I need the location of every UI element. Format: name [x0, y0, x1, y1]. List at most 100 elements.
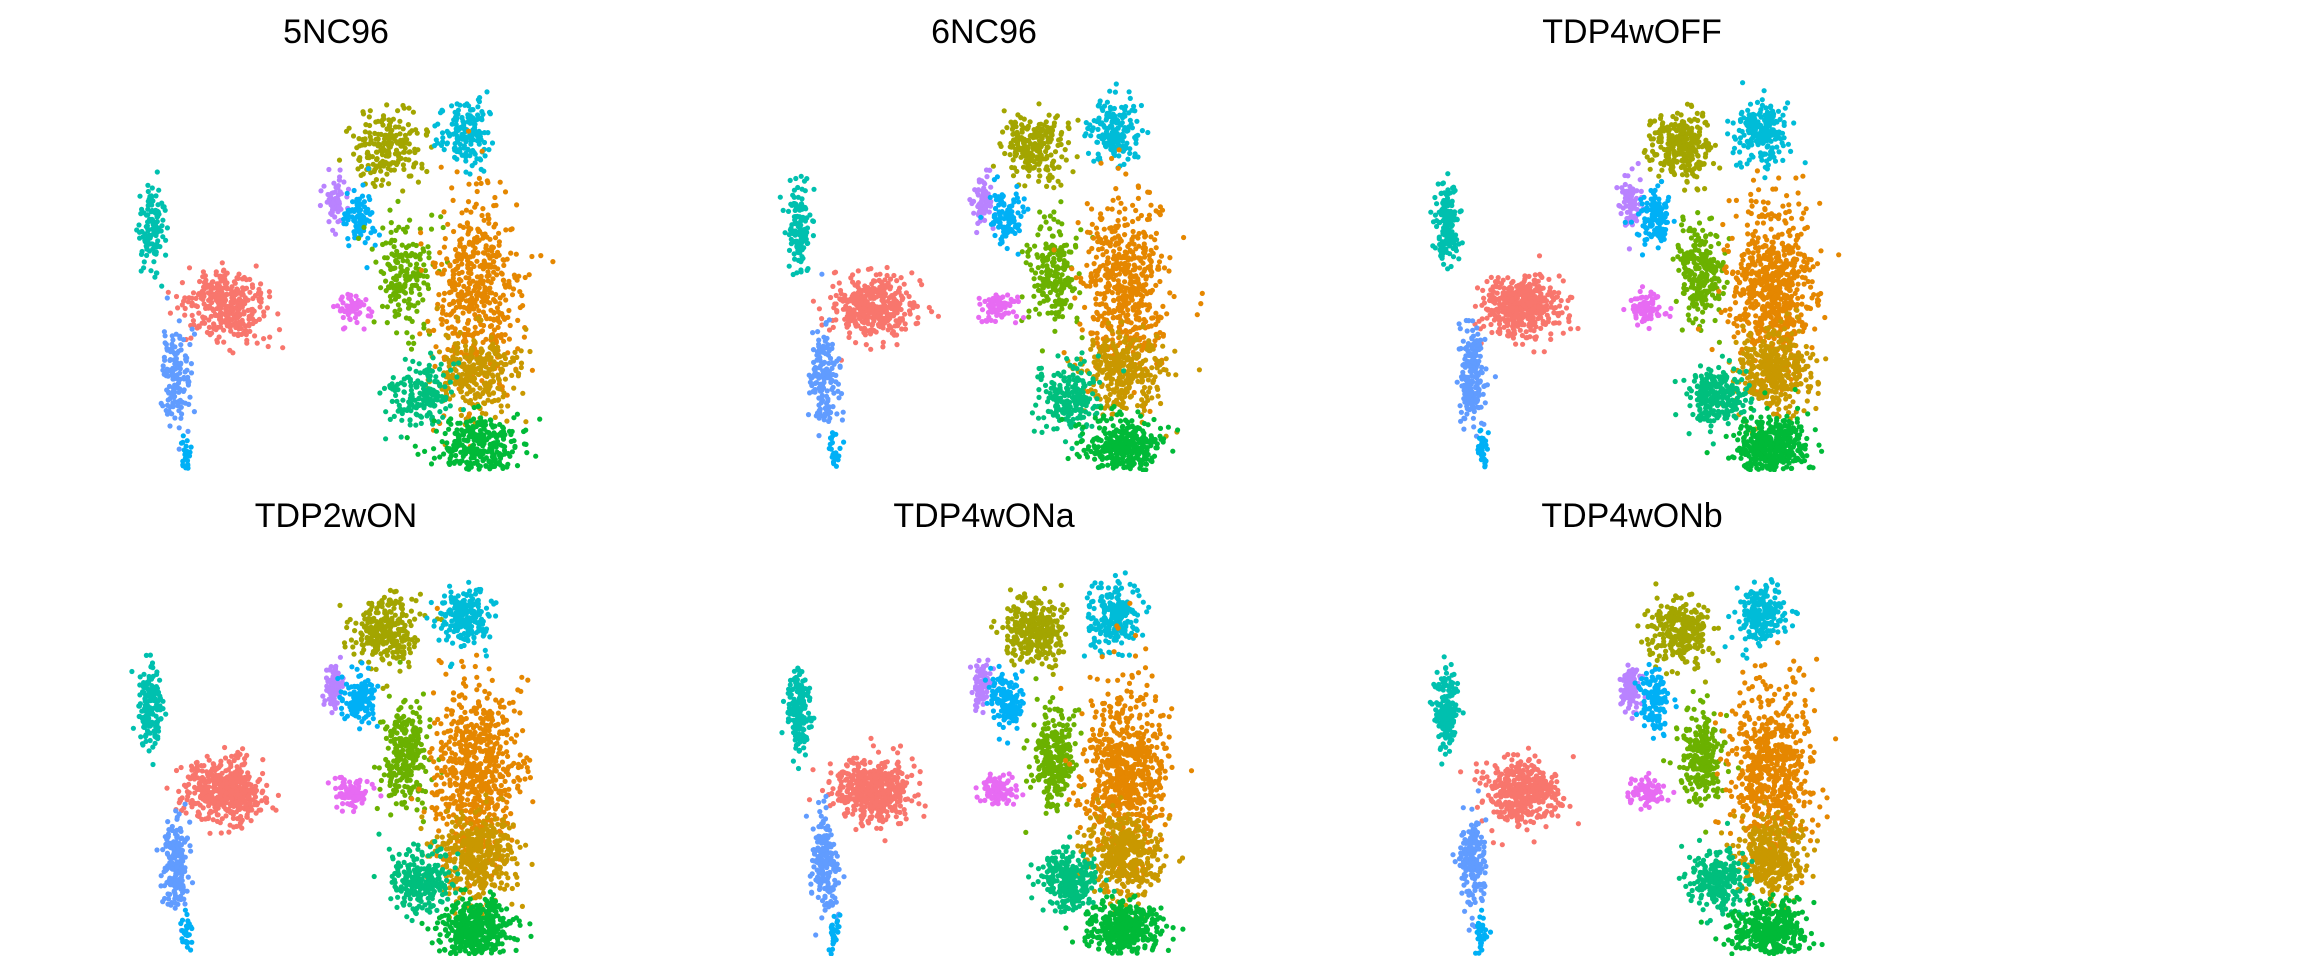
data-point — [214, 339, 220, 345]
data-point — [159, 283, 165, 289]
data-point — [1045, 144, 1051, 150]
data-point — [791, 187, 797, 193]
data-point — [465, 438, 471, 444]
data-point — [1005, 223, 1011, 229]
data-point — [1082, 133, 1088, 139]
data-point — [1041, 214, 1047, 220]
data-point — [1104, 372, 1110, 378]
data-point — [993, 292, 999, 298]
data-point — [356, 235, 362, 241]
data-point — [443, 312, 449, 318]
data-point — [472, 127, 478, 133]
data-point — [478, 292, 484, 298]
data-point — [1110, 376, 1116, 382]
data-point — [481, 303, 487, 309]
data-point — [1126, 89, 1132, 95]
data-point — [190, 318, 196, 324]
data-point — [447, 446, 453, 452]
data-point — [1100, 107, 1106, 113]
data-point — [826, 445, 832, 452]
data-point — [789, 222, 795, 228]
data-point — [851, 307, 857, 313]
data-point — [1135, 255, 1141, 261]
data-point — [452, 258, 458, 265]
data-point — [458, 256, 464, 262]
data-point — [1088, 330, 1094, 336]
data-point — [892, 323, 898, 329]
data-point — [1152, 237, 1158, 243]
data-point — [483, 287, 489, 293]
data-point — [830, 384, 836, 390]
data-point — [1125, 319, 1131, 325]
data-point — [241, 309, 247, 315]
data-point — [377, 163, 383, 170]
data-point — [478, 157, 484, 163]
data-point — [1098, 211, 1104, 217]
data-point — [861, 294, 867, 300]
data-point — [1046, 112, 1052, 118]
data-point — [369, 309, 375, 315]
data-point — [1109, 290, 1115, 296]
data-point — [396, 288, 402, 294]
data-point — [345, 213, 351, 219]
data-point — [1158, 253, 1165, 259]
cluster-points — [978, 174, 1031, 257]
data-point — [1089, 128, 1095, 134]
data-point — [267, 334, 273, 340]
data-point — [834, 411, 840, 417]
data-point — [180, 439, 186, 445]
data-point — [454, 345, 460, 351]
data-point — [1135, 216, 1141, 222]
data-point — [378, 285, 384, 291]
data-point — [468, 461, 474, 467]
data-point — [1026, 168, 1032, 174]
data-point — [988, 198, 994, 205]
data-point — [179, 280, 185, 286]
data-point — [332, 189, 338, 195]
data-point — [1047, 213, 1053, 219]
data-point — [380, 177, 386, 183]
data-point — [1130, 202, 1136, 208]
data-point — [398, 143, 404, 149]
data-point — [909, 270, 915, 276]
data-point — [1098, 160, 1104, 166]
data-point — [473, 423, 479, 430]
data-point — [490, 390, 497, 396]
data-point — [166, 383, 173, 389]
data-point — [1043, 241, 1049, 247]
data-point — [182, 312, 188, 318]
data-point — [384, 102, 390, 108]
data-point — [407, 402, 413, 408]
data-point — [222, 281, 228, 287]
data-point — [165, 289, 171, 295]
data-point — [1022, 149, 1028, 155]
data-point — [493, 432, 499, 438]
data-point — [1115, 195, 1121, 201]
data-point — [458, 278, 464, 284]
data-point — [250, 320, 256, 327]
data-point — [1136, 243, 1142, 249]
data-point — [833, 455, 839, 461]
data-point — [401, 389, 407, 395]
data-point — [357, 226, 363, 232]
data-point — [991, 177, 997, 183]
data-point — [1030, 144, 1036, 150]
data-point — [392, 388, 398, 394]
data-point — [1046, 137, 1052, 143]
data-point — [1059, 306, 1065, 312]
data-point — [400, 288, 407, 294]
data-point — [335, 209, 341, 215]
data-point — [472, 312, 478, 318]
data-point — [497, 301, 503, 307]
data-point — [495, 266, 501, 272]
data-point — [326, 166, 332, 173]
data-point — [452, 439, 458, 445]
data-point — [1122, 339, 1128, 345]
data-point — [180, 433, 186, 439]
data-point — [466, 384, 472, 390]
data-point — [176, 425, 182, 431]
data-point — [1160, 303, 1166, 309]
data-point — [200, 269, 206, 275]
data-point — [906, 293, 912, 300]
data-point — [478, 180, 484, 186]
